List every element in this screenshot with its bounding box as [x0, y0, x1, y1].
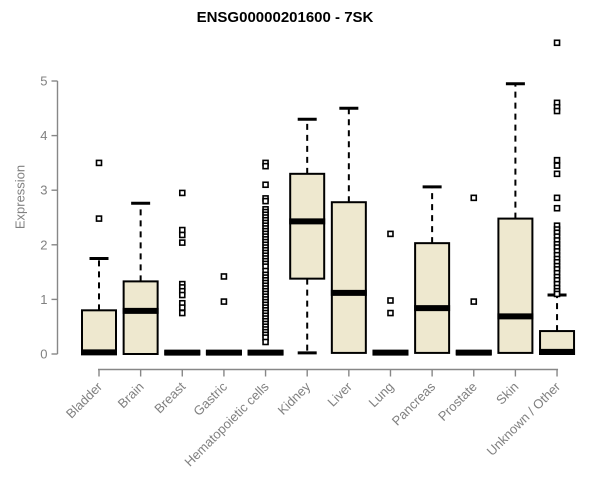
y-axis-label: Expression: [12, 164, 28, 230]
outlier-point-bladder: [95, 215, 103, 222]
box-pancreas: [414, 242, 451, 354]
outlier-point-unknown-other: [553, 204, 561, 212]
x-tick-label: Kidney: [275, 379, 314, 418]
box-skin: [497, 217, 534, 354]
y-tick-label: 2: [40, 237, 47, 252]
y-tick-label: 5: [40, 74, 47, 89]
outlier-point-breast: [178, 304, 186, 311]
outlier-point-gastric: [220, 298, 228, 305]
outlier-point-prostate: [470, 194, 478, 202]
outlier-point-hematopoietic-cells: [262, 181, 269, 189]
outlier-point-breast: [178, 189, 186, 197]
outlier-point-breast: [178, 239, 186, 246]
outlier-point-hematopoietic-cells: [262, 162, 269, 170]
outlier-point-unknown-other: [553, 162, 561, 169]
outlier-point-hematopoietic-cells: [262, 197, 269, 205]
box-kidney: [289, 172, 326, 280]
y-tick-label: 4: [40, 128, 47, 143]
outlier-point-breast: [178, 291, 186, 299]
outlier-point-unknown-other: [553, 39, 561, 47]
outlier-point-unknown-other: [553, 194, 561, 202]
outlier-point-unknown-other: [553, 156, 561, 164]
y-tick-label: 1: [40, 292, 47, 307]
x-tick-label: Prostate: [435, 379, 480, 424]
x-tick-label: Pancreas: [389, 379, 439, 429]
outlier-point-lung: [387, 309, 394, 317]
outlier-point-breast: [178, 231, 186, 239]
y-tick-label: 3: [40, 183, 47, 198]
x-tick-label: Gastric: [190, 379, 230, 419]
outlier-point-breast: [178, 309, 186, 317]
x-tick-label: Skin: [493, 379, 521, 407]
outlier-point-unknown-other: [553, 290, 561, 298]
outlier-point-gastric: [220, 273, 228, 280]
x-tick-label: Lung: [366, 379, 397, 410]
outlier-point-lung: [387, 297, 394, 304]
outlier-point-prostate: [470, 298, 478, 305]
box-brain: [122, 280, 159, 355]
outlier-point-hematopoietic-cells: [262, 338, 269, 346]
outlier-point-lung: [387, 230, 394, 238]
box-bladder: [81, 309, 117, 356]
x-tick-label: Bladder: [63, 379, 106, 422]
chart-title: ENSG00000201600 - 7SK: [196, 9, 374, 26]
outlier-point-unknown-other: [553, 107, 561, 115]
outlier-point-unknown-other: [553, 170, 561, 178]
y-tick-label: 0: [40, 347, 47, 362]
x-tick-label: Breast: [151, 379, 188, 416]
x-tick-label: Brain: [115, 379, 147, 411]
box-liver: [330, 201, 367, 354]
x-tick-label: Liver: [324, 379, 355, 410]
x-tick-label: Unknown / Other: [484, 379, 564, 459]
outlier-point-bladder: [95, 159, 103, 167]
